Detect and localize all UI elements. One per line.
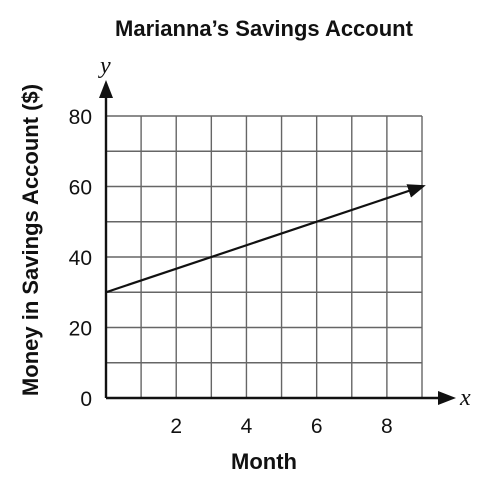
y-axis-label: Money in Savings Account ($) <box>18 84 43 396</box>
series-layer <box>105 184 426 294</box>
chart-title: Marianna’s Savings Account <box>115 16 414 41</box>
x-tick-label: 2 <box>170 415 182 438</box>
y-tick-label: 20 <box>69 318 92 341</box>
series-line <box>105 184 426 294</box>
y-tick-label: 80 <box>69 106 92 129</box>
y-tick-label: 40 <box>69 247 92 270</box>
grid-lines <box>106 115 423 398</box>
x-tick-label: 4 <box>241 415 253 438</box>
x-axis-label: Month <box>231 449 297 474</box>
x-tick-labels: 2 4 6 8 <box>170 415 392 438</box>
x-tick-label: 8 <box>381 415 393 438</box>
y-tick-labels: 0 20 40 60 80 <box>69 106 92 411</box>
y-tick-label: 0 <box>80 388 92 411</box>
y-tick-label: 60 <box>69 177 92 200</box>
x-axis-letter: x <box>459 385 471 411</box>
x-tick-label: 6 <box>311 415 323 438</box>
y-axis-letter: y <box>98 53 111 79</box>
